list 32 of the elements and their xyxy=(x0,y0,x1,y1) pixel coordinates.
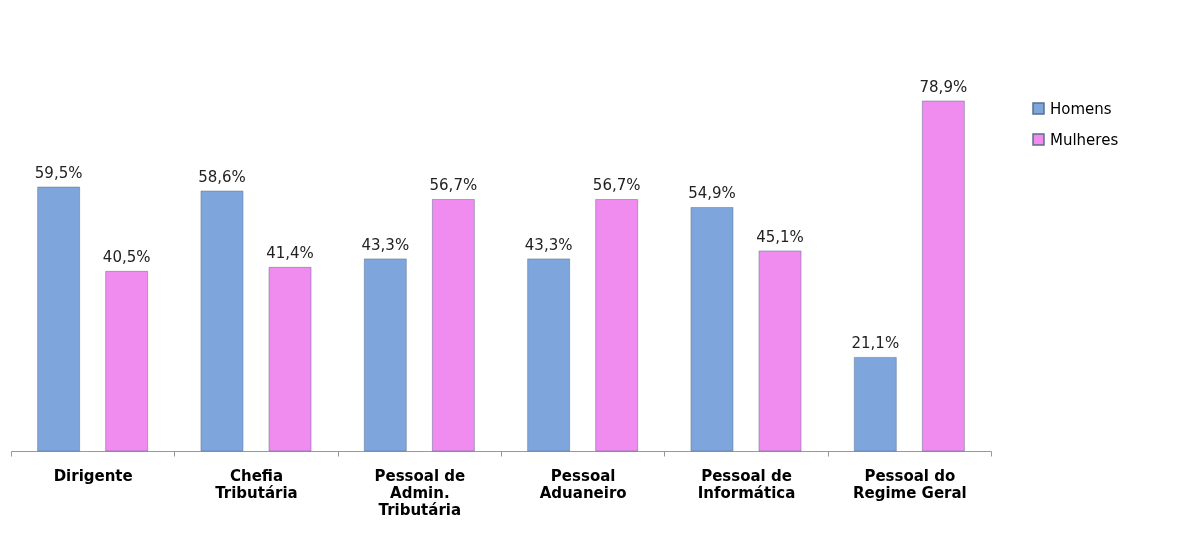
data-label: 58,6% xyxy=(198,168,246,187)
bar xyxy=(268,267,312,452)
x-tick-label: Pessoal de Informática xyxy=(697,466,796,502)
bar xyxy=(105,271,148,452)
legend-label: Mulheres xyxy=(1050,130,1119,149)
data-label: 78,9% xyxy=(919,78,968,96)
bar xyxy=(364,258,407,452)
x-tick-label: Pessoal Aduaneiro xyxy=(539,466,627,502)
bar xyxy=(922,100,965,452)
bar xyxy=(595,199,638,452)
bar xyxy=(527,258,570,452)
bar xyxy=(432,199,475,452)
data-label: 41,4% xyxy=(266,244,314,263)
data-label: 21,1% xyxy=(851,334,900,353)
data-label: 43,3% xyxy=(524,235,573,254)
data-label: 56,7% xyxy=(429,176,478,195)
data-label: 56,7% xyxy=(592,176,641,195)
data-label: 54,9% xyxy=(688,184,736,203)
bar xyxy=(758,250,802,452)
bar xyxy=(37,186,80,452)
x-tick-label: Pessoal do Regime Geral xyxy=(852,466,967,502)
data-label: 59,5% xyxy=(34,164,83,183)
x-tick-label: Dirigente xyxy=(53,466,133,485)
x-tick-label: Chefia Tributária xyxy=(215,466,298,502)
bar xyxy=(854,357,897,452)
legend-label: Homens xyxy=(1050,99,1112,118)
data-label: 45,1% xyxy=(756,227,804,246)
bar xyxy=(690,207,734,452)
data-label: 43,3% xyxy=(361,235,410,254)
data-label: 40,5% xyxy=(102,248,151,267)
x-tick-label: Pessoal de Admin. Tributária xyxy=(374,466,466,519)
bar xyxy=(200,190,244,452)
